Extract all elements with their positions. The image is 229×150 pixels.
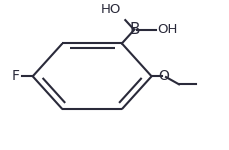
Text: OH: OH — [157, 23, 177, 36]
Text: O: O — [158, 69, 169, 83]
Text: B: B — [129, 22, 139, 37]
Text: HO: HO — [100, 3, 120, 16]
Text: F: F — [12, 69, 20, 83]
